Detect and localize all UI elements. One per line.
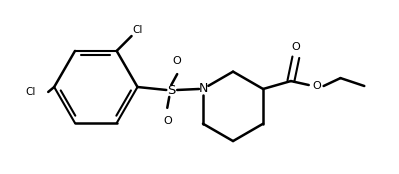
- Text: O: O: [312, 81, 321, 91]
- Text: O: O: [163, 116, 172, 126]
- Text: S: S: [167, 84, 176, 97]
- Text: N: N: [198, 82, 207, 96]
- Text: Cl: Cl: [132, 25, 143, 35]
- Text: Cl: Cl: [25, 87, 36, 97]
- Text: O: O: [173, 56, 182, 66]
- Text: O: O: [292, 42, 300, 52]
